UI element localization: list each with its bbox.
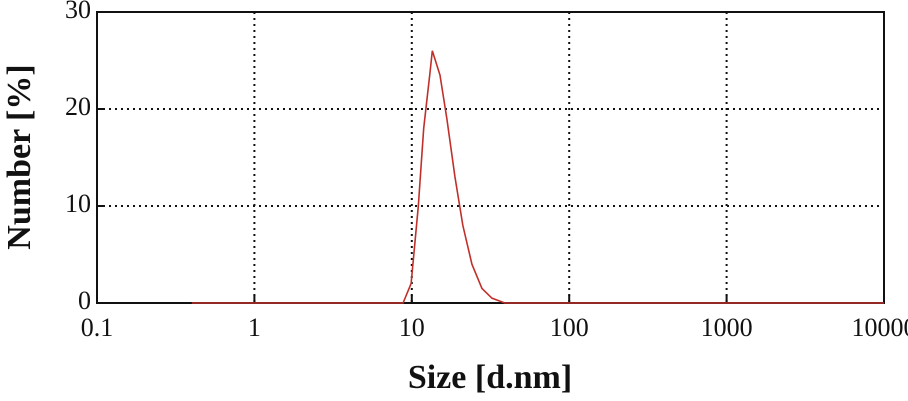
y-tick-label: 30	[65, 0, 91, 24]
y-axis-title: Number [%]	[1, 64, 38, 249]
x-axis-title: Size [d.nm]	[408, 359, 572, 396]
plot-frame	[96, 11, 885, 304]
x-tick-label: 10	[399, 313, 425, 342]
x-tick-label: 1	[248, 313, 261, 342]
x-tick-label: 10000	[852, 313, 908, 342]
x-tick-label: 100	[550, 313, 589, 342]
y-tick-label: 20	[65, 92, 91, 121]
y-tick-label: 0	[78, 286, 91, 315]
x-tick-label: 0.1	[81, 313, 114, 342]
y-tick-label: 10	[65, 189, 91, 218]
data-line	[191, 50, 884, 304]
x-tick-label: 1000	[701, 313, 753, 342]
